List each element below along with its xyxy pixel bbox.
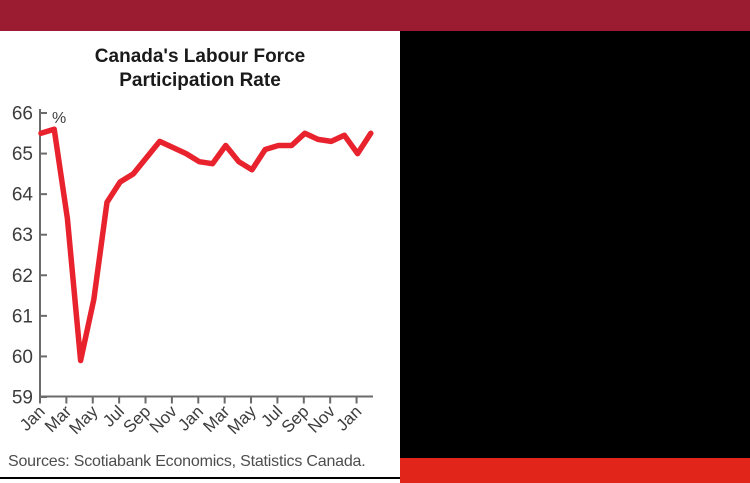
y-tick-label: 65 [12,144,33,165]
x-tick-label: May [65,402,101,438]
y-tick-label: 61 [12,306,33,327]
y-tick-label: 66 [12,104,33,125]
x-tick-label: Jan [333,402,366,435]
line-chart: 6665646362616059JanMarMayJulSepNovJanMar… [12,104,374,438]
chart-panel: Canada's Labour Force Participation Rate… [0,31,400,483]
chart-title: Canada's Labour Force Participation Rate [0,45,400,93]
y-tick-label: 62 [12,266,33,287]
right-black-panel [400,31,750,458]
x-tick-label: May [224,402,260,438]
chart-title-line1: Canada's Labour Force [94,46,306,67]
sources-note: Sources: Scotiabank Economics, Statistic… [8,453,366,470]
x-tick-label: Jan [174,402,207,435]
y-tick-label: 59 [12,387,33,408]
unit-label: % [52,110,66,127]
top-red-band [0,0,750,31]
bottom-right-red-strip [400,458,750,483]
chart-title-line2: Participation Rate [119,70,281,91]
y-tick-label: 60 [12,347,33,368]
y-tick-label: 64 [12,185,34,206]
participation-rate-line [38,126,374,364]
bottom-divider-line [0,477,400,479]
y-tick-label: 63 [12,225,33,246]
